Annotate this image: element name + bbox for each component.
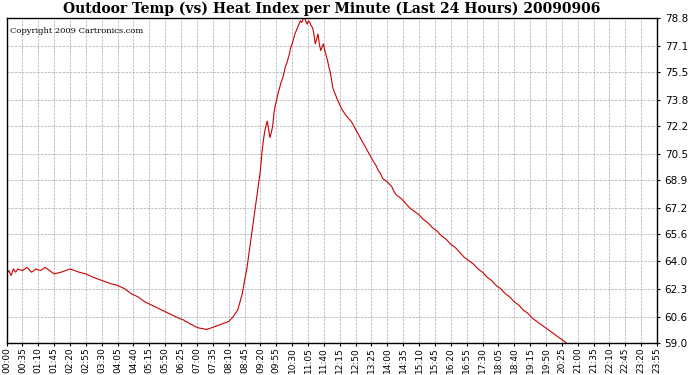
Title: Outdoor Temp (vs) Heat Index per Minute (Last 24 Hours) 20090906: Outdoor Temp (vs) Heat Index per Minute … xyxy=(63,2,600,16)
Text: Copyright 2009 Cartronics.com: Copyright 2009 Cartronics.com xyxy=(10,27,143,35)
